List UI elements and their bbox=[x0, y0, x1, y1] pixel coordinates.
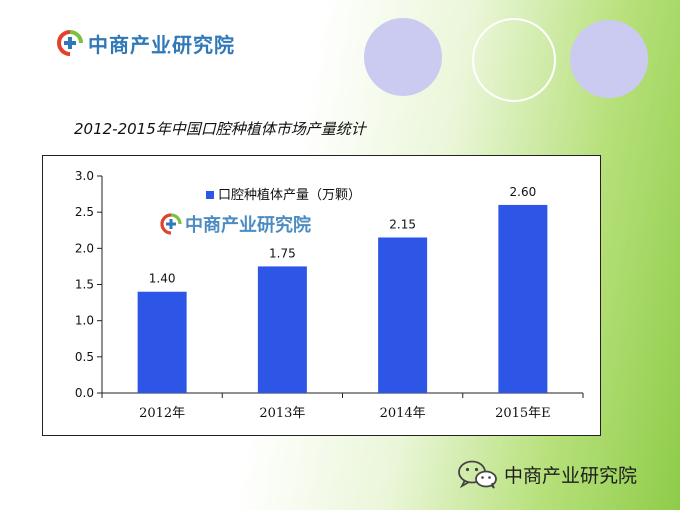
x-tick-label: 2012年 bbox=[139, 406, 185, 421]
y-tick-label: 2.0 bbox=[75, 241, 94, 255]
footer-brand-name: 中商产业研究院 bbox=[504, 464, 638, 487]
bar-value-label: 2.60 bbox=[510, 185, 537, 199]
brand-mark-icon bbox=[57, 30, 83, 56]
chart-watermark: 中商产业研究院 bbox=[160, 213, 311, 236]
decor-circle-filled-1 bbox=[364, 18, 442, 96]
bar bbox=[498, 204, 548, 393]
x-tick-label: 2015年E bbox=[495, 406, 551, 421]
x-axis-ticks: 2012年 2013年 2014年 2015年E bbox=[101, 393, 584, 421]
bar-value-label: 1.75 bbox=[269, 246, 296, 260]
chart-container: 中商产业研究院 口腔种植体产量（万颗） 0.0 0.5 1.0 1.5 2.0 2.5 3.… bbox=[42, 155, 601, 436]
wechat-icon bbox=[458, 460, 497, 489]
x-tick-label: 2013年 bbox=[259, 406, 305, 421]
legend-label: 口腔种植体产量（万颗） bbox=[218, 188, 361, 203]
y-tick-label: 2.5 bbox=[75, 205, 94, 219]
y-axis-ticks: 0.0 0.5 1.0 1.5 2.0 2.5 3.0 bbox=[75, 169, 102, 400]
y-tick-label: 0.5 bbox=[75, 350, 94, 364]
decor-circle-outline-1 bbox=[165, 19, 247, 101]
slide-title: 2012-2015年中国口腔种植体市场产量统计 bbox=[74, 120, 366, 138]
bar-chart: 中商产业研究院 口腔种植体产量（万颗） 0.0 0.5 1.0 1.5 2.0 2.5 3.… bbox=[75, 169, 584, 421]
y-tick-label: 3.0 bbox=[75, 169, 94, 183]
decor-circle-outline-2 bbox=[472, 18, 556, 102]
bar bbox=[137, 291, 187, 393]
x-tick-label: 2014年 bbox=[380, 406, 426, 421]
bar bbox=[257, 266, 307, 393]
bar-value-label: 1.40 bbox=[149, 272, 176, 286]
y-tick-label: 0.0 bbox=[75, 386, 94, 400]
chart-legend: 口腔种植体产量（万颗） bbox=[206, 188, 361, 203]
decor-circle-filled-2 bbox=[570, 20, 648, 98]
chart-watermark-text: 中商产业研究院 bbox=[185, 214, 311, 236]
legend-swatch bbox=[206, 191, 214, 199]
bar-series: 1.40 1.75 2.15 2.60 bbox=[137, 185, 548, 393]
bar-value-label: 2.15 bbox=[389, 217, 416, 231]
bar bbox=[378, 237, 428, 393]
y-tick-label: 1.5 bbox=[75, 278, 94, 292]
footer-brand: 中商产业研究院 bbox=[456, 459, 637, 489]
y-tick-label: 1.0 bbox=[75, 314, 94, 328]
